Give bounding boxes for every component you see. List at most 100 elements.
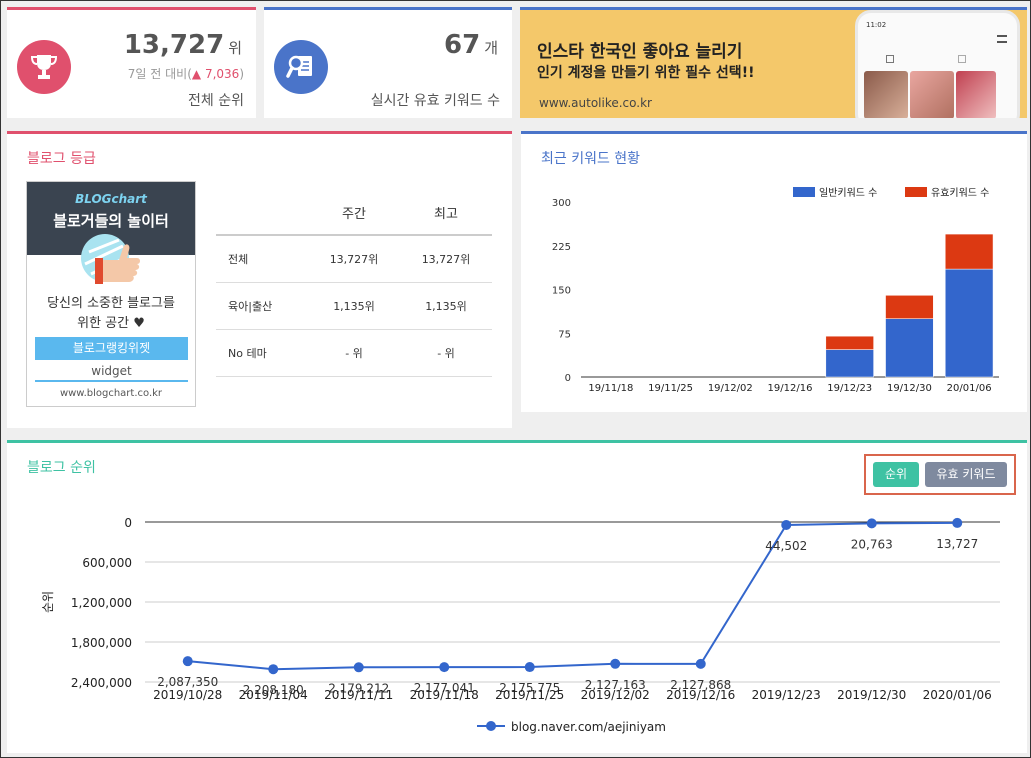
bar-segment xyxy=(825,349,874,378)
data-point xyxy=(268,664,279,675)
grade-header-cell: 주간 xyxy=(308,191,400,236)
x-tick-label: 19/12/30 xyxy=(887,383,932,394)
keyword-bar-chart: 0 75 150 225 300 19/11/18 19/11/25 19/12/02 19/1… xyxy=(552,186,999,394)
bar-segment xyxy=(945,268,994,378)
keyword-stat-card: 67 개 실시간 유효 키워드 수 xyxy=(264,7,512,118)
x-tick-label: 2019/10/28 xyxy=(153,688,222,702)
phone-mockup-image: 11:02 xyxy=(855,10,1020,118)
y-tick-label: 0 xyxy=(124,516,132,530)
data-point xyxy=(610,658,621,669)
x-tick-label: 19/11/25 xyxy=(648,383,693,394)
data-label: 2,127,868 xyxy=(670,678,731,692)
bar-segment xyxy=(885,295,934,319)
photo-thumbnail xyxy=(956,71,996,118)
rank-compare: 7일 전 대비(▲ 7,036) xyxy=(127,67,244,81)
photo-thumbnail xyxy=(910,71,954,118)
grade-table-header: 주간 최고 xyxy=(216,191,492,236)
data-label: 20,763 xyxy=(851,537,893,551)
legend-marker xyxy=(486,721,496,731)
grade-table: 주간 최고 전체 13,727위 13,727위 육아|출산 1,135위 1,… xyxy=(216,191,492,377)
x-tick-label: 2019/11/11 xyxy=(324,688,393,702)
x-tick-label: 19/12/16 xyxy=(768,383,813,394)
trophy-icon xyxy=(30,55,58,79)
x-tick-label: 2020/01/06 xyxy=(923,688,992,702)
grade-header-cell xyxy=(216,191,308,236)
x-tick-label: 2019/12/30 xyxy=(837,688,906,702)
y-tick-label: 0 xyxy=(565,373,571,384)
y-tick-label: 1,800,000 xyxy=(71,636,132,650)
grade-best: 1,135위 xyxy=(400,282,492,330)
keyword-chart-title: 최근 키워드 현황 xyxy=(541,151,641,167)
y-tick-label: 150 xyxy=(552,286,571,297)
rank-line-chart: 0 600,000 1,200,000 1,800,000 2,400,000 순위 2,0… xyxy=(41,516,1000,734)
blog-rank-title: 블로그 순위 xyxy=(27,460,96,476)
grade-weekly: 1,135위 xyxy=(308,282,400,330)
grade-row-label: 육아|출산 xyxy=(216,282,308,330)
data-point xyxy=(695,658,706,669)
menu-icon xyxy=(997,35,1007,43)
table-row: 육아|출산 1,135위 1,135위 xyxy=(216,282,492,330)
blogchart-widget[interactable]: BLOGchart 블로거들의 놀이터 당신의 소중한 블로그를 위한 공간 ♥ … xyxy=(26,181,196,407)
search-document-icon xyxy=(286,55,312,78)
y-tick-label: 75 xyxy=(558,329,571,340)
ranking-widget-button[interactable]: 블로그랭킹위젯 xyxy=(35,337,188,360)
up-arrow-icon: ▲ xyxy=(191,67,202,81)
data-point xyxy=(781,519,792,530)
grade-row-label: No 테마 xyxy=(216,329,308,377)
search-document-icon-circle xyxy=(274,40,328,94)
rank-value: 13,727 위 xyxy=(123,30,242,60)
phone-time: 11:02 xyxy=(866,21,887,29)
ad-subline: 인기 계정을 만들기 위한 필수 선택!! xyxy=(537,65,755,81)
grade-best: 13,727위 xyxy=(400,235,492,283)
legend-label: 유효키워드 수 xyxy=(931,186,989,199)
data-label: 2,175,775 xyxy=(499,681,560,695)
rank-stat-card: 13,727 위 7일 전 대비(▲ 7,036) 전체 순위 xyxy=(7,7,256,118)
blog-grade-title: 블로그 등급 xyxy=(27,151,96,167)
x-tick-label: 2019/11/25 xyxy=(495,688,564,702)
photo-thumbnail xyxy=(864,71,908,118)
y-tick-label: 300 xyxy=(552,198,571,209)
x-tick-label: 2019/11/04 xyxy=(239,688,308,702)
x-tick-label: 2019/12/23 xyxy=(752,688,821,702)
x-tick-label: 2019/12/16 xyxy=(666,688,735,702)
rank-label: 전체 순위 xyxy=(188,93,244,109)
x-tick-label: 19/12/23 xyxy=(827,383,872,394)
grid-icon xyxy=(886,55,894,63)
grade-row-label: 전체 xyxy=(216,235,308,283)
ad-url: www.autolike.co.kr xyxy=(539,96,652,110)
widget-title: 블로거들의 놀이터 xyxy=(53,212,169,230)
x-tick-label: 2019/11/18 xyxy=(410,688,479,702)
y-tick-label: 1,200,000 xyxy=(71,596,132,610)
valid-keyword-button[interactable]: 유효 키워드 xyxy=(925,462,1007,487)
blogchart-logo: BLOGchart xyxy=(75,192,147,206)
legend-swatch xyxy=(793,187,815,197)
widget-url: www.blogchart.co.kr xyxy=(59,388,163,399)
data-point xyxy=(182,656,193,667)
legend-label: blog.naver.com/aejiniyam xyxy=(511,720,666,734)
data-label: 44,502 xyxy=(765,539,807,553)
blog-rank-panel: 블로그 순위 순위 유효 키워드 0 600,000 1,200,000 1,800,… xyxy=(7,440,1027,753)
data-label: 2,177,041 xyxy=(414,681,475,695)
data-point xyxy=(866,518,877,529)
y-tick-label: 600,000 xyxy=(82,556,132,570)
legend-swatch xyxy=(905,187,927,197)
bar-segment xyxy=(885,318,934,378)
thumbs-up-icon xyxy=(81,234,140,284)
data-label: 2,179,212 xyxy=(328,681,389,695)
table-row: No 테마 - 위 - 위 xyxy=(216,329,492,377)
keyword-count-value: 67 개 xyxy=(444,30,498,60)
data-point xyxy=(952,517,963,528)
chart-toggle-group: 순위 유효 키워드 xyxy=(864,454,1016,495)
blog-grade-panel: 블로그 등급 BLOGchart 블로거들의 놀이터 당신의 소중한 블로그를 위… xyxy=(7,131,512,428)
series-line xyxy=(187,521,958,671)
y-tick-label: 2,400,000 xyxy=(71,676,132,690)
widget-description: 당신의 소중한 블로그를 위한 공간 ♥ xyxy=(47,296,175,331)
data-label: 2,087,350 xyxy=(157,675,218,689)
widget-label: widget xyxy=(35,360,188,382)
grade-header-cell: 최고 xyxy=(400,191,492,236)
ad-banner[interactable]: 인스타 한국인 좋아요 늘리기 인기 계정을 만들기 위한 필수 선택!! ww… xyxy=(520,7,1027,118)
legend-label: 일반키워드 수 xyxy=(819,186,877,199)
rank-button[interactable]: 순위 xyxy=(873,462,919,487)
profile-icon xyxy=(958,55,966,63)
data-point xyxy=(439,662,450,673)
